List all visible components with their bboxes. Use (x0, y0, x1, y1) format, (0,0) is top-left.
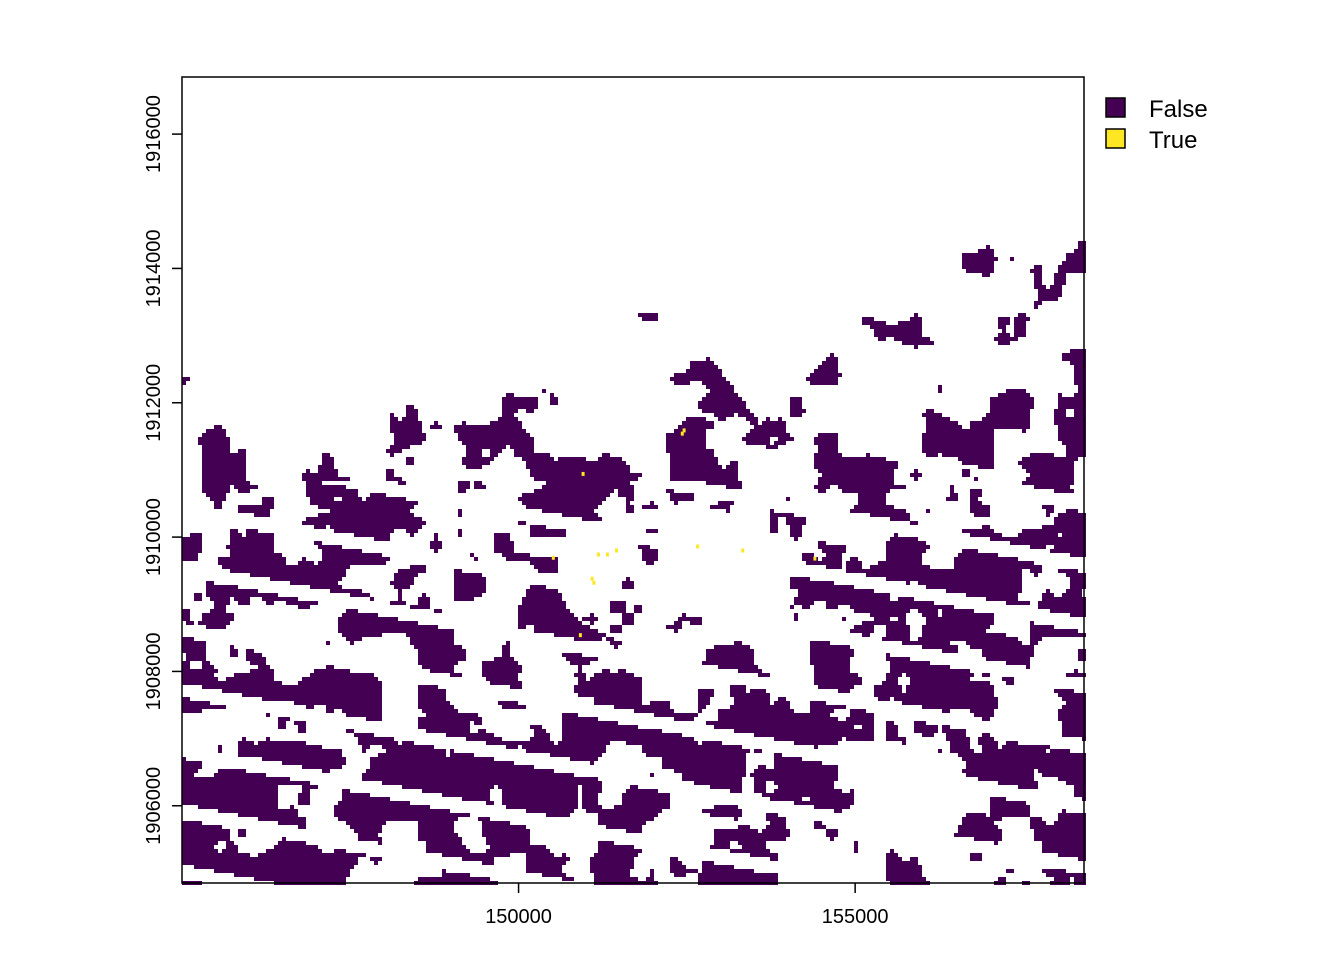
legend-swatch-false (1105, 97, 1126, 118)
true-pixel (551, 555, 555, 560)
true-pixel (614, 548, 618, 553)
true-pixel (578, 633, 582, 638)
true-pixel (682, 428, 686, 433)
legend: False True (1105, 96, 1208, 154)
true-pixel (741, 548, 745, 553)
y-tick-label: 1910000 (143, 498, 165, 576)
plot-frame (181, 76, 1085, 884)
y-axis: 1906000 1908000 1910000 1912000 1914000 19160… (143, 95, 182, 845)
true-pixel (813, 556, 817, 561)
raster-layer (182, 241, 1086, 885)
false-pixels (182, 241, 1086, 885)
true-pixels-layer (551, 428, 817, 638)
y-tick-label: 1906000 (143, 767, 165, 845)
legend-label-true: True (1149, 127, 1197, 154)
x-axis: 150000 155000 (485, 883, 889, 928)
legend-swatch-true (1105, 128, 1126, 149)
x-tick-label: 155000 (822, 906, 889, 928)
true-pixel (592, 580, 596, 585)
true-pixel (590, 576, 594, 581)
x-tick-label: 150000 (485, 906, 552, 928)
y-tick-label: 1912000 (143, 364, 165, 442)
true-pixel (596, 552, 600, 557)
y-tick-label: 1908000 (143, 632, 165, 710)
true-pixel (680, 431, 684, 436)
true-pixel (605, 552, 609, 557)
y-tick-label: 1916000 (143, 95, 165, 173)
y-tick-label: 1914000 (143, 229, 165, 307)
true-pixel (696, 544, 700, 549)
true-pixel (581, 471, 585, 476)
legend-label-false: False (1149, 96, 1208, 123)
